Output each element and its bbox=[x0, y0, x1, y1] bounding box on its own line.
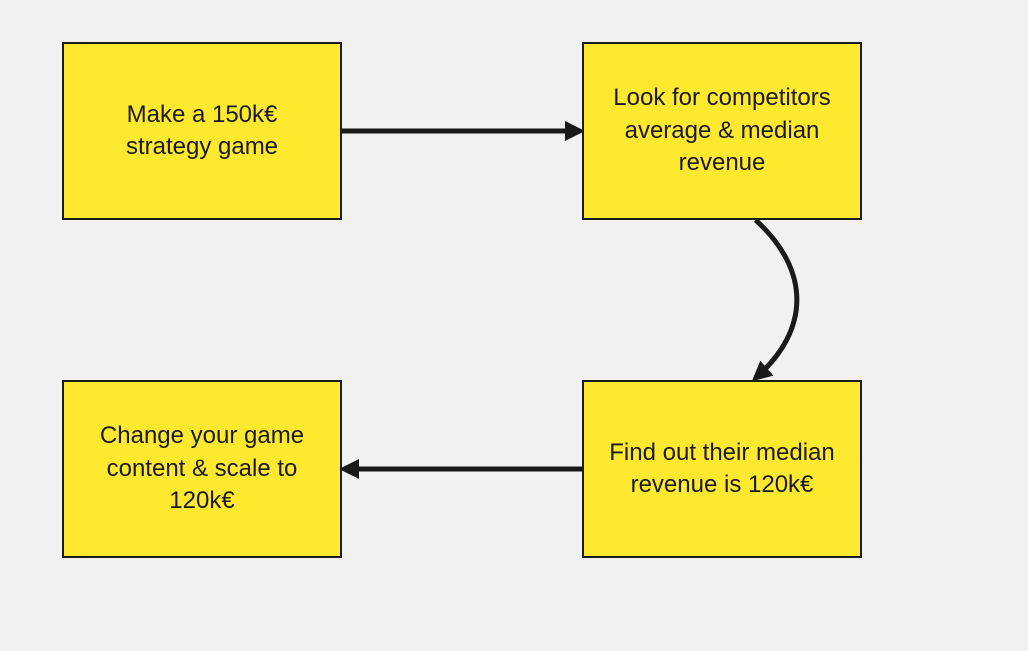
flowchart-node-n4: Change your game content & scale to 120k… bbox=[62, 380, 342, 558]
flowchart-node-n3: Find out their median revenue is 120k€ bbox=[582, 380, 862, 558]
edge-n2-n3 bbox=[756, 220, 797, 378]
flowchart-canvas: Make a 150k€ strategy game Look for compe… bbox=[0, 0, 1028, 651]
flowchart-node-n1: Make a 150k€ strategy game bbox=[62, 42, 342, 220]
flowchart-node-n2: Look for competitors average & median re… bbox=[582, 42, 862, 220]
